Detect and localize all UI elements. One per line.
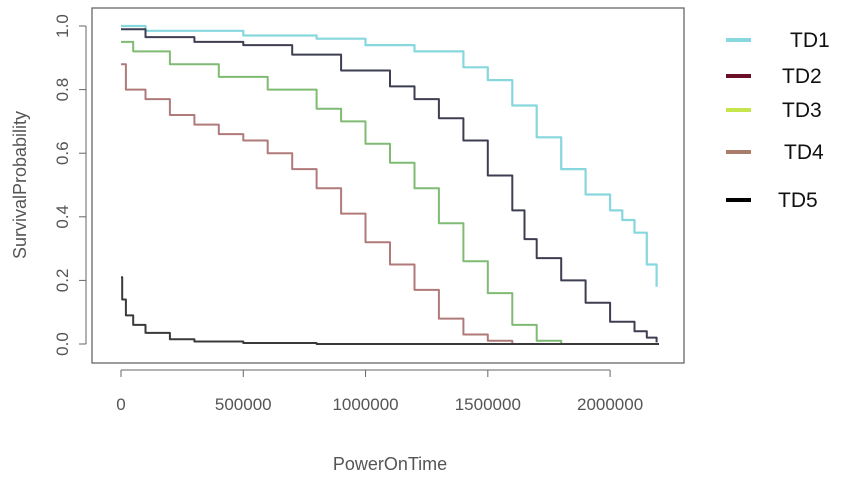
plot-frame xyxy=(91,7,685,364)
series-line-td5 xyxy=(121,28,658,343)
legend: TD1 TD2 TD3 TD4 TD5 xyxy=(726,29,830,212)
legend-label-td1: TD1 xyxy=(790,29,830,52)
x-axis-title: PowerOnTime xyxy=(333,454,447,474)
legend-label-td2: TD2 xyxy=(782,65,822,88)
y-tick-label: 0.0 xyxy=(53,332,72,356)
series-line-td2 xyxy=(121,63,514,344)
y-tick-label: 0.4 xyxy=(53,205,72,229)
y-tick-label: 1.0 xyxy=(53,14,72,38)
x-tick-label: 500000 xyxy=(215,395,272,414)
series-line-td3 xyxy=(121,40,581,345)
x-tick-label: 2000000 xyxy=(577,395,643,414)
y-tick-label: 0.2 xyxy=(53,269,72,293)
x-tick-label: 1500000 xyxy=(455,395,521,414)
y-axis: 0.0 0.2 0.4 0.6 0.8 1.0 xyxy=(53,14,87,356)
series-layer xyxy=(121,24,659,345)
y-axis-title: SurvivalProbability xyxy=(10,111,30,259)
legend-label-td3: TD3 xyxy=(782,99,822,122)
x-tick-label: 0 xyxy=(116,395,125,414)
legend-label-td5: TD5 xyxy=(778,189,818,212)
x-tick-label: 1000000 xyxy=(332,395,398,414)
x-axis: 0 500000 1000000 1500000 2000000 xyxy=(116,369,643,414)
legend-label-td4: TD4 xyxy=(784,141,824,164)
y-tick-label: 0.8 xyxy=(53,78,72,102)
series-line-td1 xyxy=(121,24,658,287)
series-line-td5-early-failures- xyxy=(121,276,659,345)
y-tick-label: 0.6 xyxy=(53,141,72,165)
